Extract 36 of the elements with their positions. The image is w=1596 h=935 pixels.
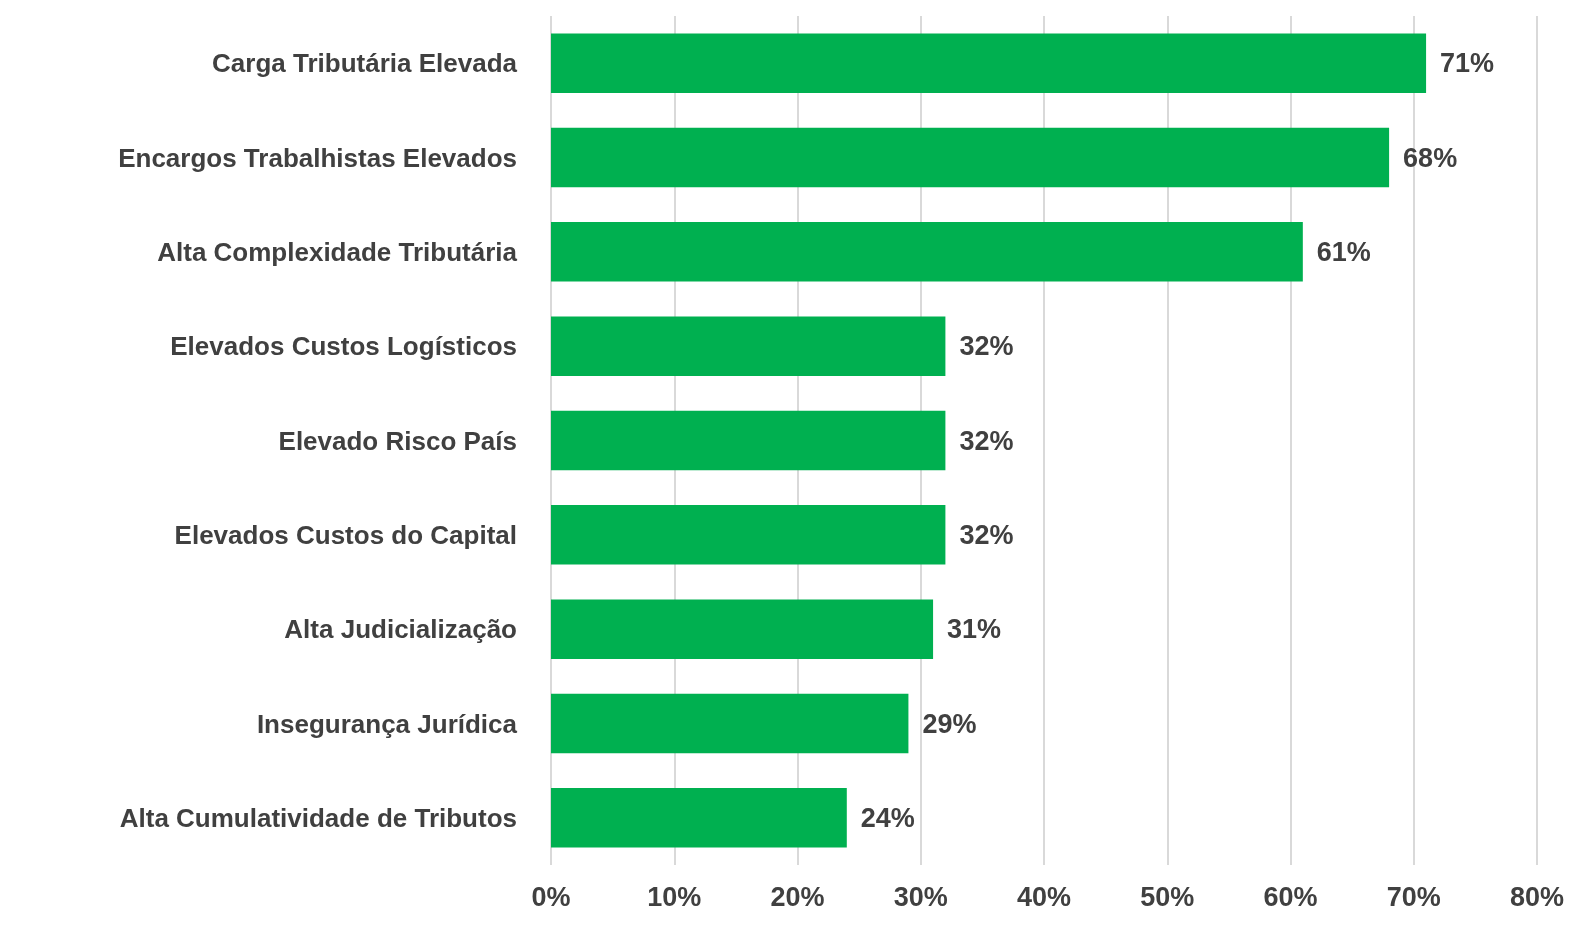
y-tick-label: Insegurança Jurídica (256, 708, 518, 739)
bar (551, 505, 946, 565)
data-label: 68% (1403, 142, 1458, 173)
bar (551, 788, 847, 848)
bar (551, 316, 946, 376)
y-tick-label: Alta Complexidade Tributária (157, 236, 518, 267)
x-tick-label: 0% (531, 881, 571, 912)
bar (551, 410, 946, 471)
y-tick-label: Elevados Custos Logísticos (170, 331, 517, 362)
data-label: 24% (860, 802, 915, 833)
y-tick-label: Elevados Custos do Capital (174, 519, 517, 550)
x-tick-label: 10% (647, 881, 702, 912)
x-tick-label: 70% (1386, 881, 1441, 912)
bar (551, 693, 909, 754)
data-label: 31% (947, 614, 1002, 645)
y-tick-label: Carga Tributária Elevada (212, 48, 518, 79)
x-tick-label: 20% (770, 881, 825, 912)
data-label: 32% (959, 331, 1014, 362)
bar (551, 33, 1427, 93)
bar (551, 127, 1390, 188)
data-label: 32% (959, 425, 1014, 456)
x-tick-label: 50% (1140, 881, 1195, 912)
data-label: 61% (1316, 236, 1371, 267)
bar (551, 222, 1303, 282)
x-tick-label: 60% (1263, 881, 1318, 912)
data-label: 71% (1440, 48, 1495, 79)
y-tick-label: Encargos Trabalhistas Elevados (118, 142, 517, 173)
y-tick-label: Alta Cumulatividade de Tributos (119, 802, 517, 833)
bar (551, 599, 934, 659)
x-tick-label: 40% (1016, 881, 1072, 912)
y-tick-label: Alta Judicialização (284, 614, 517, 645)
data-label: 29% (922, 708, 977, 739)
y-tick-label: Elevado Risco País (278, 425, 517, 456)
data-label: 32% (959, 519, 1014, 550)
x-tick-label: 30% (893, 881, 948, 912)
x-tick-label: 80% (1509, 881, 1565, 912)
